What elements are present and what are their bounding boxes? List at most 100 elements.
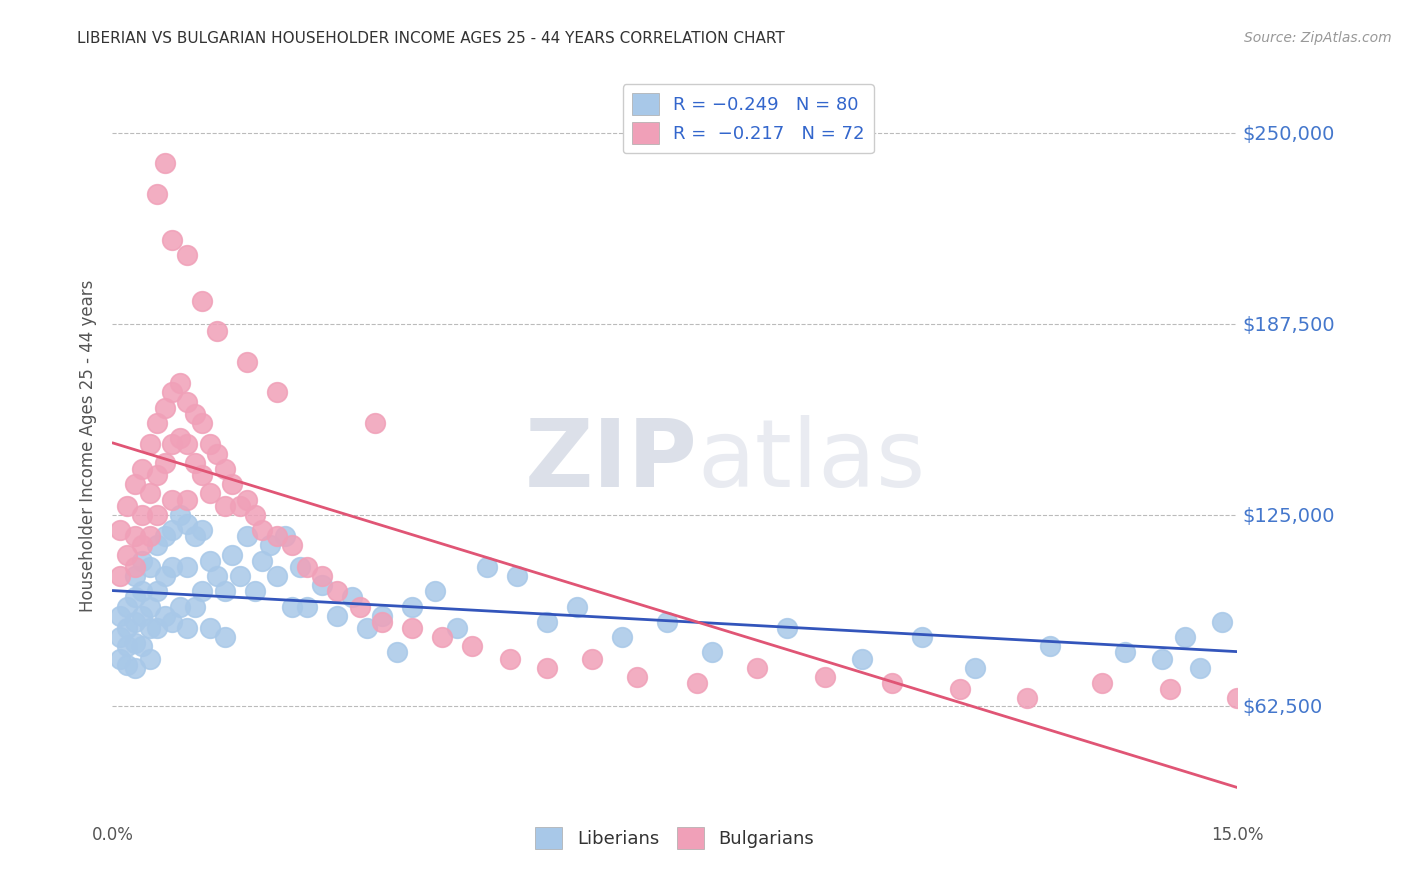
Point: [229, 569, 252, 583]
Point: [288, 559, 311, 574]
Point: [184, 529, 207, 543]
Point: [747, 661, 769, 675]
Point: [626, 670, 648, 684]
Point: [702, 645, 724, 659]
Point: [536, 661, 558, 675]
Point: [184, 407, 207, 421]
Point: [432, 630, 454, 644]
Point: [108, 569, 131, 583]
Point: [851, 651, 873, 665]
Point: [146, 508, 169, 522]
Point: [1039, 640, 1062, 654]
Point: [911, 630, 934, 644]
Point: [311, 578, 333, 592]
Point: [814, 670, 837, 684]
Point: [349, 599, 371, 614]
Point: [274, 529, 297, 543]
Point: [117, 548, 139, 562]
Text: Source: ZipAtlas.com: Source: ZipAtlas.com: [1244, 31, 1392, 45]
Point: [371, 615, 394, 629]
Point: [124, 615, 146, 629]
Point: [108, 523, 131, 537]
Point: [146, 186, 169, 201]
Point: [371, 608, 394, 623]
Text: ZIP: ZIP: [524, 415, 697, 507]
Point: [139, 559, 162, 574]
Point: [266, 529, 288, 543]
Point: [153, 529, 176, 543]
Point: [281, 599, 304, 614]
Point: [536, 615, 558, 629]
Point: [146, 416, 169, 430]
Point: [117, 499, 139, 513]
Point: [176, 559, 198, 574]
Point: [169, 508, 191, 522]
Point: [108, 651, 131, 665]
Point: [221, 548, 243, 562]
Point: [117, 621, 139, 635]
Point: [401, 599, 423, 614]
Point: [176, 437, 198, 451]
Point: [162, 615, 184, 629]
Point: [364, 416, 387, 430]
Point: [1226, 691, 1249, 706]
Point: [124, 636, 146, 650]
Point: [326, 608, 349, 623]
Point: [198, 554, 221, 568]
Point: [162, 559, 184, 574]
Point: [162, 523, 184, 537]
Point: [117, 640, 139, 654]
Point: [243, 584, 266, 599]
Point: [169, 376, 191, 391]
Point: [311, 569, 333, 583]
Point: [191, 584, 214, 599]
Point: [153, 456, 176, 470]
Point: [1017, 691, 1039, 706]
Point: [477, 559, 499, 574]
Point: [139, 621, 162, 635]
Point: [131, 640, 153, 654]
Legend: Liberians, Bulgarians: Liberians, Bulgarians: [529, 820, 821, 856]
Point: [146, 584, 169, 599]
Point: [131, 508, 153, 522]
Point: [326, 584, 349, 599]
Point: [169, 599, 191, 614]
Point: [207, 569, 229, 583]
Point: [146, 621, 169, 635]
Point: [198, 621, 221, 635]
Point: [139, 437, 162, 451]
Point: [146, 468, 169, 483]
Point: [207, 324, 229, 338]
Point: [499, 651, 522, 665]
Point: [236, 492, 259, 507]
Point: [1174, 630, 1197, 644]
Point: [401, 621, 423, 635]
Point: [117, 599, 139, 614]
Point: [1211, 615, 1233, 629]
Point: [387, 645, 409, 659]
Text: LIBERIAN VS BULGARIAN HOUSEHOLDER INCOME AGES 25 - 44 YEARS CORRELATION CHART: LIBERIAN VS BULGARIAN HOUSEHOLDER INCOME…: [77, 31, 785, 46]
Point: [108, 630, 131, 644]
Point: [882, 676, 904, 690]
Point: [191, 523, 214, 537]
Point: [176, 516, 198, 531]
Point: [176, 621, 198, 635]
Point: [176, 394, 198, 409]
Point: [131, 584, 153, 599]
Point: [214, 630, 236, 644]
Point: [184, 599, 207, 614]
Point: [124, 559, 146, 574]
Point: [124, 661, 146, 675]
Point: [184, 456, 207, 470]
Point: [612, 630, 634, 644]
Point: [162, 492, 184, 507]
Point: [153, 156, 176, 170]
Point: [191, 468, 214, 483]
Point: [162, 385, 184, 400]
Point: [207, 447, 229, 461]
Point: [198, 486, 221, 500]
Point: [1159, 682, 1181, 697]
Point: [252, 523, 274, 537]
Point: [567, 599, 589, 614]
Point: [124, 529, 146, 543]
